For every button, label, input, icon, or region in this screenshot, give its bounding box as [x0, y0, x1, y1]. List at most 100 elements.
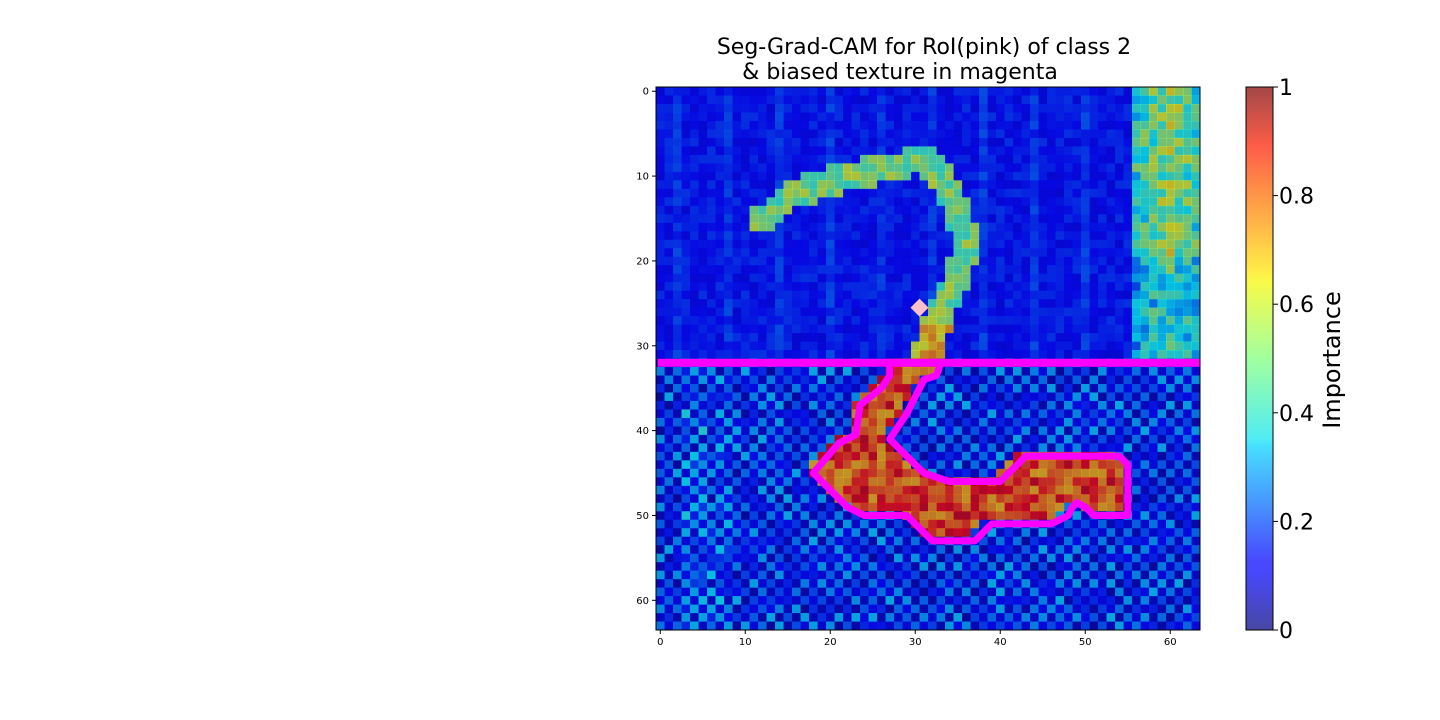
heatmap-cell	[936, 290, 946, 300]
heatmap-cell	[834, 426, 844, 436]
heatmap-cell	[1123, 528, 1133, 538]
heatmap-cell	[1166, 536, 1175, 546]
heatmap-cell	[945, 231, 954, 241]
heatmap-cell	[775, 417, 784, 427]
heatmap-cell	[868, 137, 878, 147]
heatmap-cell	[681, 562, 691, 572]
heatmap-cell	[1123, 392, 1133, 402]
heatmap-cell	[1115, 248, 1124, 258]
heatmap-cell	[664, 188, 674, 198]
heatmap-cell	[681, 324, 691, 334]
heatmap-cell	[1183, 188, 1192, 198]
heatmap-cell	[1123, 350, 1133, 359]
heatmap-cell	[1157, 383, 1167, 393]
heatmap-cell	[902, 443, 912, 453]
heatmap-cell	[826, 324, 835, 334]
heatmap-cell	[894, 451, 903, 461]
heatmap-cell	[724, 341, 733, 351]
heatmap-cell	[970, 171, 980, 181]
heatmap-cell	[1115, 222, 1124, 232]
heatmap-cell	[1030, 485, 1039, 495]
heatmap-cell	[834, 299, 844, 308]
heatmap-cell	[749, 545, 759, 555]
heatmap-cell	[1081, 282, 1090, 292]
heatmap-cell	[1157, 613, 1167, 622]
heatmap-cell	[698, 265, 708, 275]
heatmap-cell	[894, 222, 903, 232]
heatmap-cell	[698, 163, 708, 173]
heatmap-cell	[987, 375, 997, 385]
heatmap-cell	[715, 95, 725, 105]
heatmap-cell	[1183, 256, 1192, 266]
heatmap-cell	[834, 468, 844, 478]
heatmap-cell	[902, 570, 912, 580]
heatmap-cell	[656, 621, 665, 630]
heatmap-cell	[1030, 214, 1039, 224]
heatmap-cell	[868, 417, 878, 427]
heatmap-cell	[792, 528, 801, 538]
heatmap-cell	[1089, 341, 1099, 351]
heatmap-cell	[792, 519, 801, 529]
heatmap-cell	[817, 519, 827, 529]
heatmap-cell	[817, 553, 827, 563]
heatmap-cell	[766, 426, 776, 436]
heatmap-cell	[843, 154, 852, 164]
heatmap-cell	[1183, 587, 1192, 597]
heatmap-cell	[894, 163, 903, 173]
heatmap-cell	[1098, 273, 1107, 283]
heatmap-cell	[766, 621, 776, 630]
heatmap-cell	[851, 239, 861, 249]
heatmap-cell	[817, 443, 827, 453]
heatmap-cell	[758, 129, 767, 139]
heatmap-cell	[945, 621, 954, 630]
heatmap-cell	[851, 273, 861, 283]
heatmap-cell	[1089, 434, 1099, 444]
heatmap-cell	[1089, 231, 1099, 241]
heatmap-cell	[1030, 613, 1039, 622]
heatmap-cell	[987, 545, 997, 555]
heatmap-cell	[698, 528, 708, 538]
heatmap-cell	[775, 120, 784, 130]
heatmap-cell	[707, 180, 716, 190]
heatmap-cell	[945, 613, 954, 622]
heatmap-cell	[1064, 273, 1073, 283]
heatmap-cell	[673, 231, 682, 241]
heatmap-cell	[741, 256, 750, 266]
heatmap-cell	[698, 350, 708, 359]
heatmap-cell	[681, 528, 691, 538]
heatmap-cell	[749, 366, 759, 376]
heatmap-cell	[698, 214, 708, 224]
heatmap-cell	[843, 536, 852, 546]
heatmap-cell	[1013, 434, 1022, 444]
heatmap-cell	[911, 426, 920, 436]
heatmap-cell	[1047, 87, 1056, 96]
heatmap-cell	[673, 587, 682, 597]
heatmap-cell	[1123, 214, 1133, 224]
heatmap-cell	[715, 545, 725, 555]
heatmap-cell	[673, 511, 682, 521]
heatmap-cell	[817, 214, 827, 224]
heatmap-cell	[1174, 545, 1184, 555]
heatmap-cell	[1098, 400, 1107, 410]
heatmap-cell	[775, 443, 784, 453]
heatmap-cell	[945, 299, 954, 308]
heatmap-cell	[673, 375, 682, 385]
heatmap-cell	[817, 366, 827, 376]
heatmap-cell	[1004, 299, 1014, 308]
heatmap-cell	[809, 324, 818, 334]
heatmap-cell	[766, 341, 776, 351]
heatmap-cell	[860, 621, 869, 630]
heatmap-cell	[707, 519, 716, 529]
heatmap-cell	[1055, 273, 1065, 283]
heatmap-cell	[987, 417, 997, 427]
heatmap-cell	[1183, 222, 1192, 232]
heatmap-cell	[1106, 570, 1116, 580]
heatmap-cell	[928, 570, 937, 580]
heatmap-cell	[673, 383, 682, 393]
heatmap-cell	[928, 443, 937, 453]
heatmap-cell	[1072, 205, 1082, 215]
heatmap-cell	[1115, 205, 1124, 215]
heatmap-cell	[758, 519, 767, 529]
heatmap-cell	[1174, 299, 1184, 308]
heatmap-cell	[741, 120, 750, 130]
